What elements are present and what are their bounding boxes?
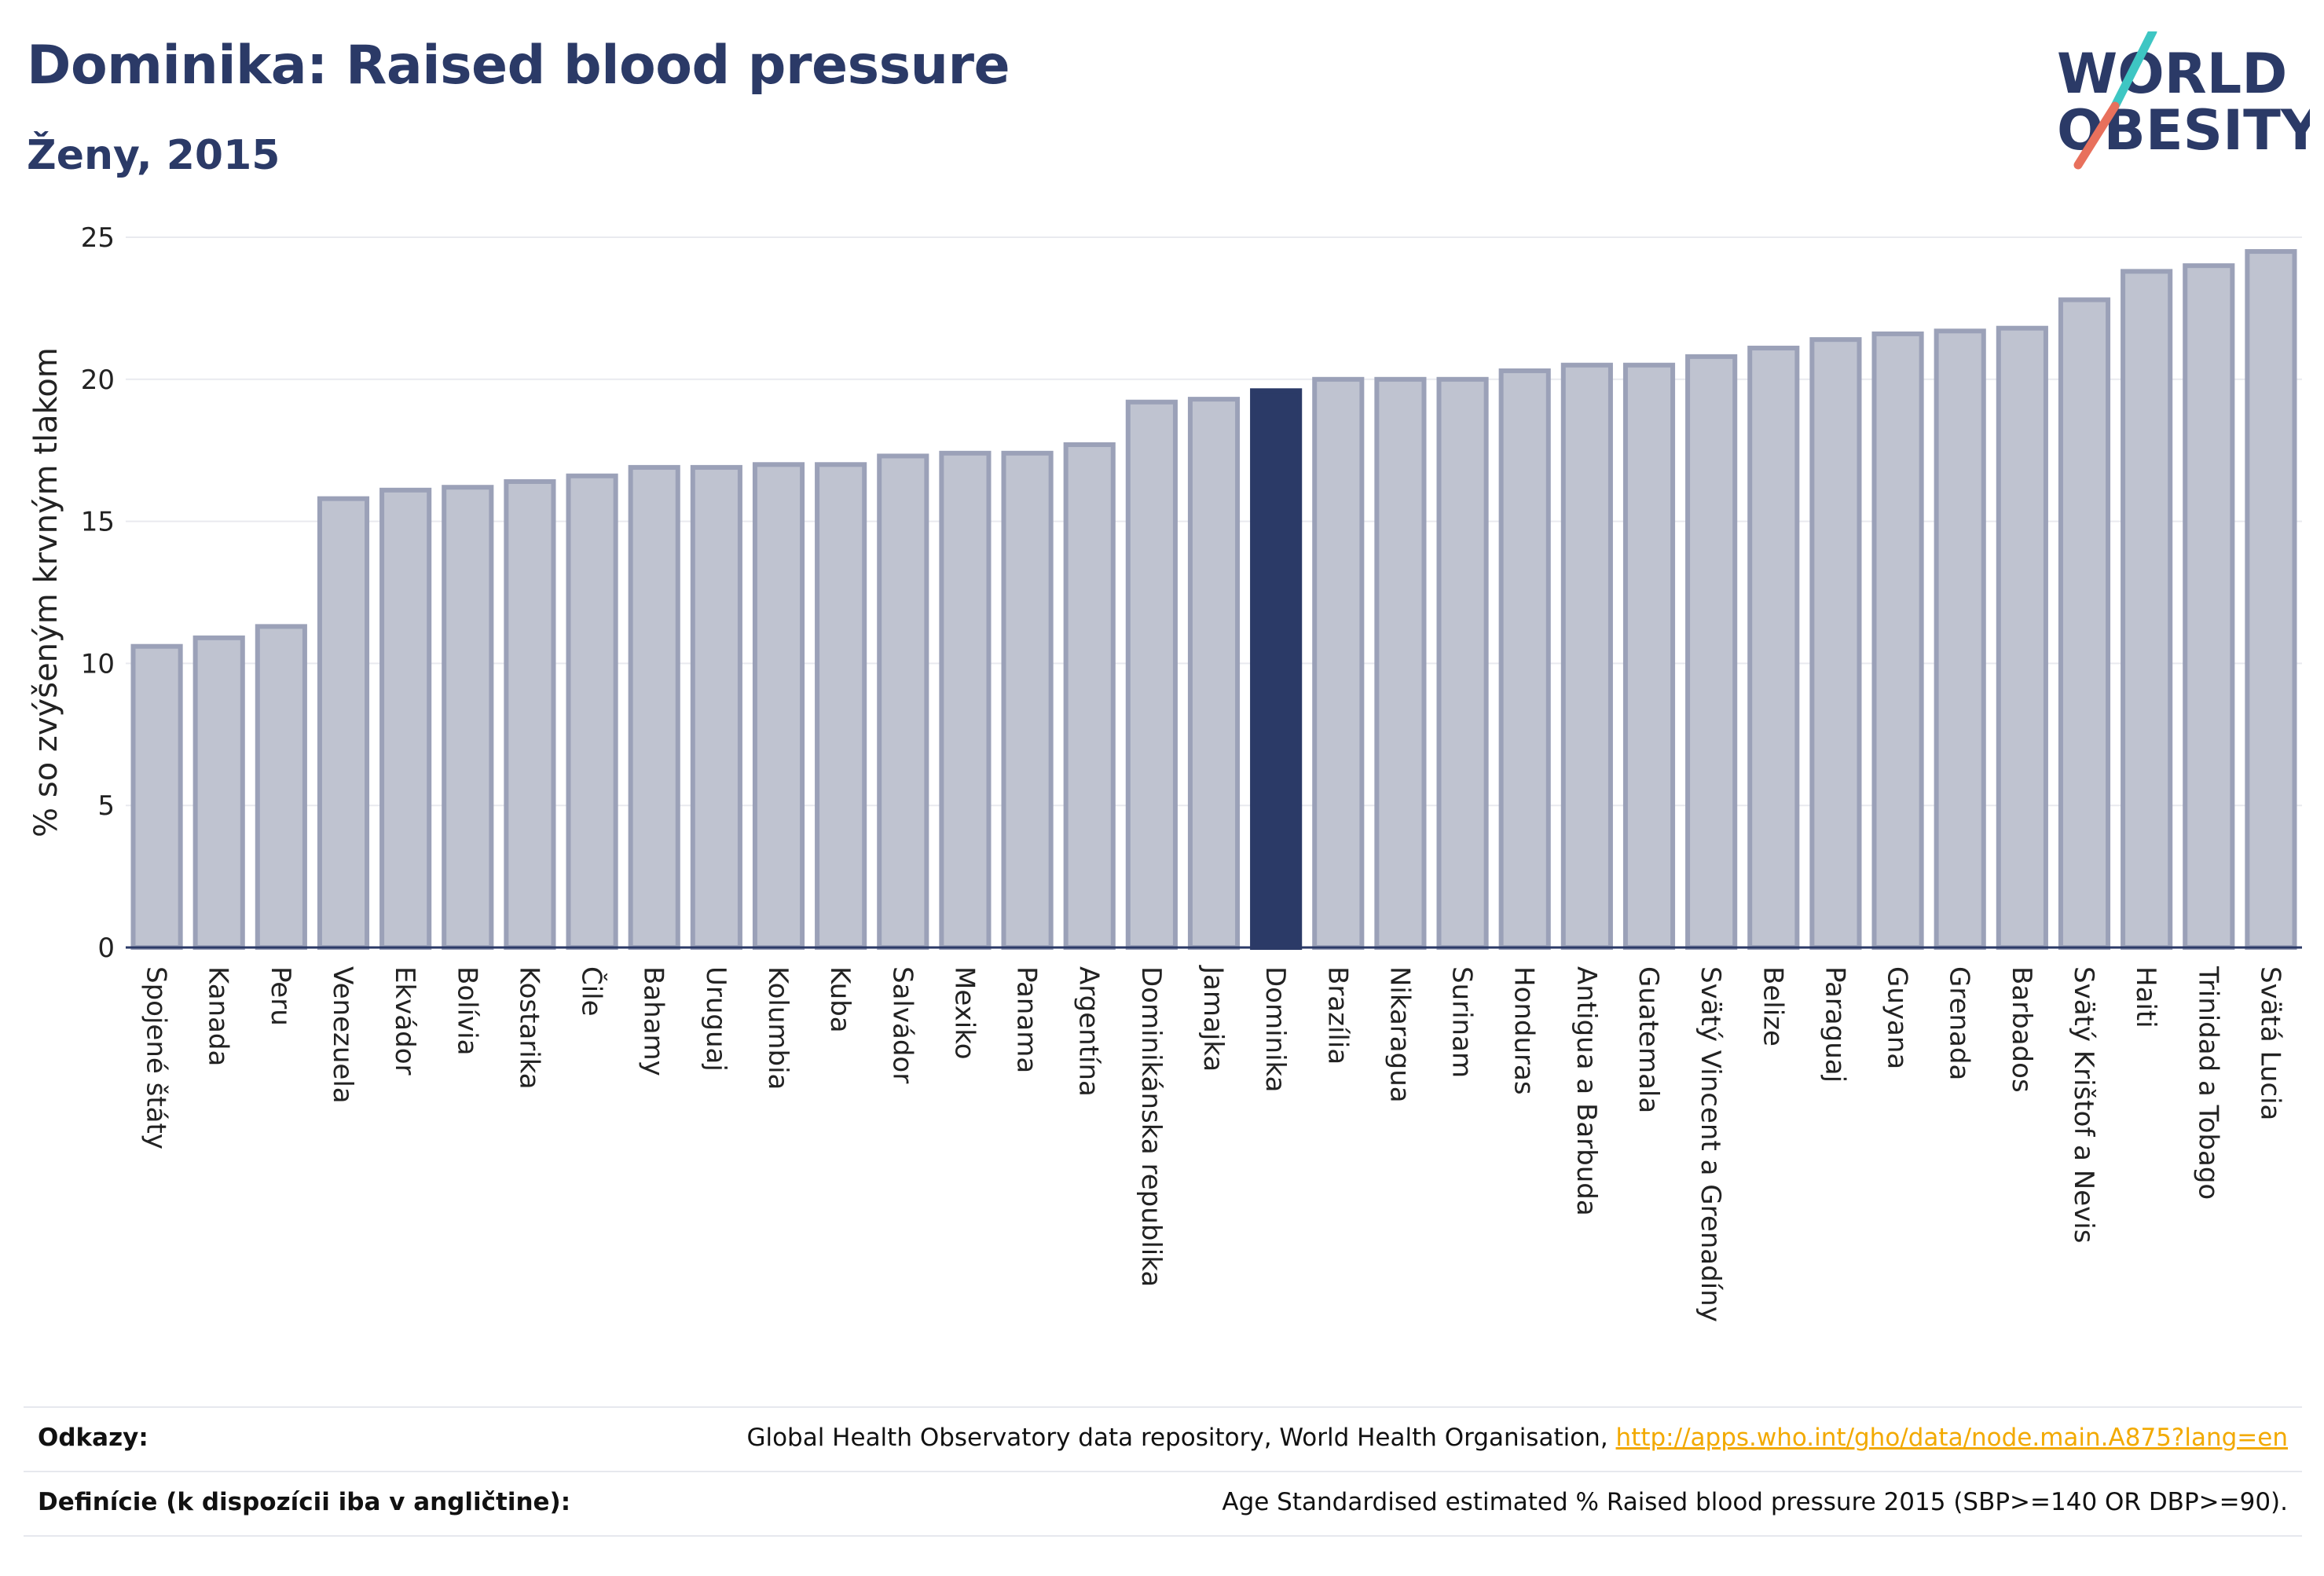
x-tick-label: Guyana [1882,966,1913,1069]
x-tick-label: Kuba [824,966,856,1033]
x-tick-label: Jamajka [1197,965,1229,1072]
bar-honduras [1498,368,1551,950]
x-tick-label: Antigua a Barbuda [1571,966,1602,1216]
y-tick-label: 20 [81,365,115,396]
x-tick-label: Kolumbia [762,966,794,1090]
bar-chart: 0 5 10 15 20 25 % so zvýšeným krvným tlakom Spo… [28,222,2302,1322]
bar-barbados [1996,325,2048,951]
bar-belize [1747,346,1800,950]
x-tick-label: Haiti [2130,966,2161,1028]
footer-divider-bottom [24,1535,2302,1537]
bar-jamajka [1187,397,1241,950]
x-tick-label: Guatemala [1633,966,1664,1113]
bar-peru [255,624,307,951]
bar-kuba [815,462,867,950]
x-tick-label: Dominika [1259,966,1291,1092]
x-tick-label: Trinidad a Tobago [2192,966,2223,1200]
bar-mexiko [939,450,992,950]
bar-svätý-krištof-a-nevis [2058,297,2111,950]
x-tick-label: Dominikánska republika [1135,966,1167,1287]
x-tick-label: Salvádor [886,966,918,1083]
y-tick-label: 25 [81,222,115,254]
x-tick-label: Barbados [2006,966,2037,1093]
x-tick-label: Kostarika [513,966,544,1090]
x-tick-label: Uruguaj [700,966,731,1072]
x-tick-label: Belize [1757,966,1788,1046]
x-tick-label: Surinam [1446,966,1478,1078]
bar-argentína [1063,442,1116,950]
bar-surinam [1436,376,1489,950]
bar-svätá-lucia [2245,249,2297,950]
bar-bolívia [442,485,494,950]
bar-paraguaj [1809,337,1862,950]
bar-ekvádor [379,487,432,950]
bar-guatemala [1622,362,1676,951]
x-tick-label: Svätá Lucia [2254,966,2286,1120]
bar-kanada [192,635,245,951]
references-value: Global Health Observatory data repositor… [746,1424,2288,1452]
footer-divider-top [24,1406,2302,1408]
x-tick-label: Venezuela [327,966,358,1104]
bar-uruguaj [690,464,742,950]
definitions-label: Definície (k dispozícii iba v angličtine… [38,1488,571,1516]
bar-svätý-vincent-a-grenadíny [1685,354,1738,950]
bar-spojené-štáty [130,643,183,950]
definitions-value: Age Standardised estimated % Raised bloo… [1222,1488,2288,1516]
bar-venezuela [317,496,370,950]
x-tick-label: Argentína [1073,966,1105,1097]
bar-brazília [1312,376,1365,950]
world-obesity-logo: WORLD OBESITY [2057,31,2310,170]
svg-text:WORLD: WORLD [2057,42,2287,106]
bar-panama [1001,450,1054,950]
bar-haiti [2121,269,2173,950]
x-tick-label: Čile [576,966,608,1017]
bar-nikaragua [1374,376,1427,950]
bar-grenada [1934,328,1986,950]
x-tick-label: Bahamy [638,966,669,1076]
bar-antigua-a-barbuda [1560,362,1613,951]
x-tick-label: Svätý Krištof a Nevis [2068,966,2099,1243]
bar-trinidad-a-tobago [2183,263,2235,951]
x-tick-label: Brazília [1321,966,1353,1065]
bar-guyana [1871,331,1924,951]
x-tick-label: Kanada [203,966,234,1066]
bar-dominika [1250,388,1303,951]
y-tick-label: 10 [81,648,115,680]
x-tick-label: Mexiko [948,966,980,1060]
bar-salvádor [877,453,929,950]
x-tick-label: Panama [1011,966,1043,1073]
x-tick-label: Spojené štáty [141,966,172,1149]
x-tick-label: Nikaragua [1384,966,1415,1103]
y-tick-label: 5 [97,790,115,822]
y-tick-label: 15 [81,507,115,538]
x-tick-label: Honduras [1508,966,1540,1095]
y-tick-label: 0 [97,933,115,964]
x-tick-label: Peru [265,966,296,1026]
footer-divider-middle [24,1471,2302,1472]
references-label: Odkazy: [38,1424,148,1452]
x-tick-label: Paraguaj [1819,966,1850,1083]
y-axis-title: % so zvýšeným krvným tlakom [28,347,64,837]
x-tick-label: Svätý Vincent a Grenadíny [1695,966,1726,1322]
references-link[interactable]: http://apps.who.int/gho/data/node.main.A… [1615,1424,2288,1452]
x-tick-label: Grenada [1944,966,1975,1080]
bar-čile [566,473,618,950]
references-text: Global Health Observatory data repositor… [746,1424,1616,1452]
x-tick-label: Ekvádor [389,966,420,1076]
bar-kolumbia [752,462,805,950]
bar-bahamy [628,464,680,950]
chart-title: Dominika: Raised blood pressure [27,35,1010,97]
bar-dominikánska-republika [1125,399,1178,950]
x-tick-label: Bolívia [451,966,482,1055]
bar-kostarika [504,478,556,950]
chart-subtitle: Ženy, 2015 [27,132,280,179]
